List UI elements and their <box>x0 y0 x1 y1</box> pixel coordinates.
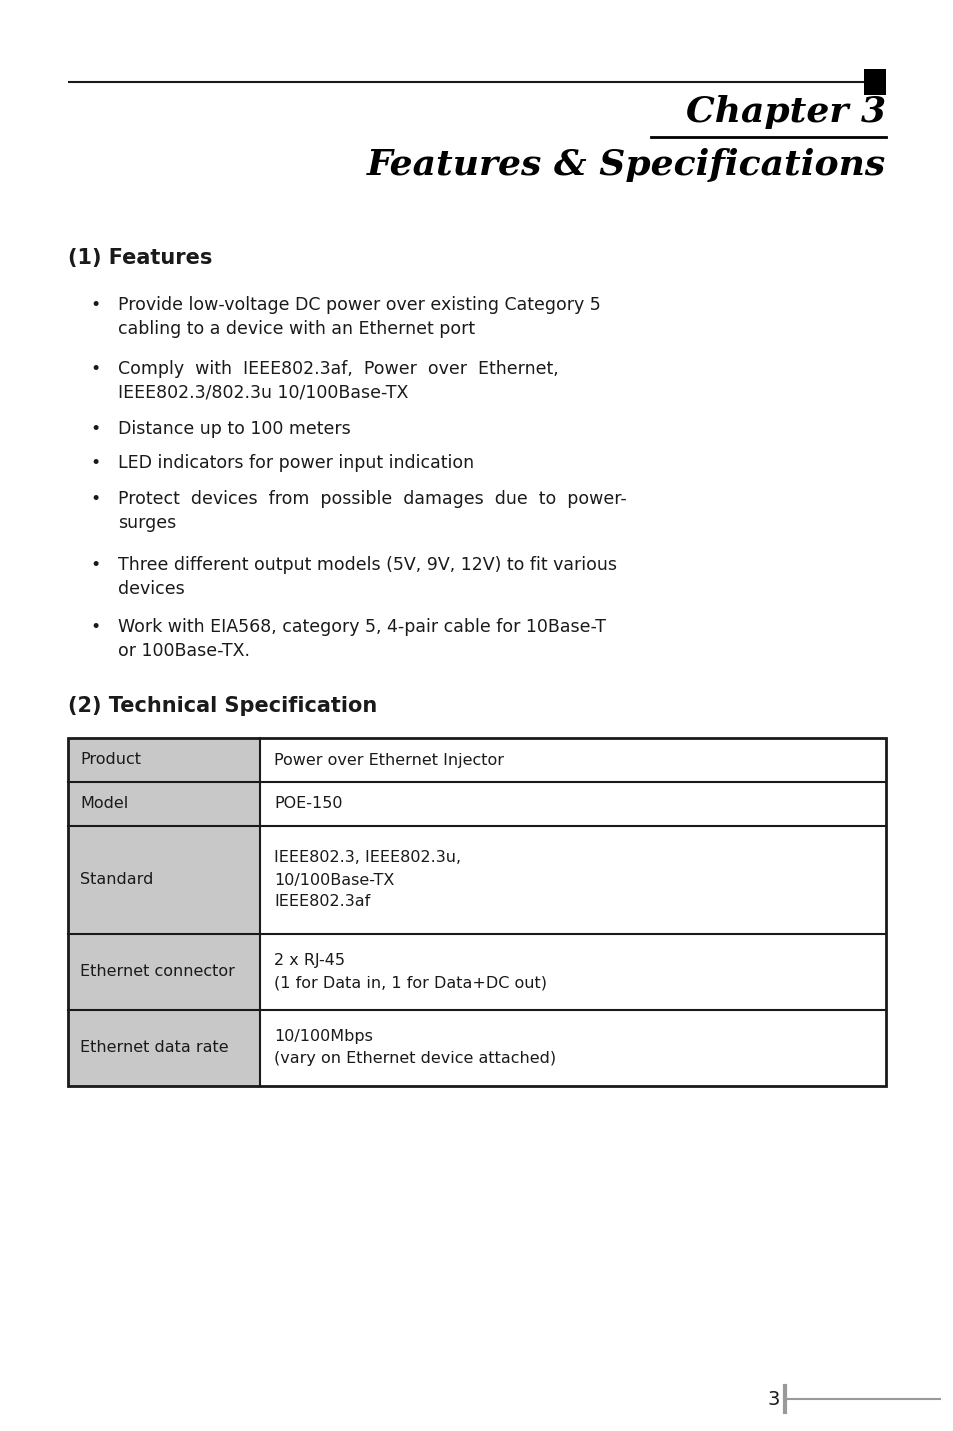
Text: Standard: Standard <box>80 873 153 887</box>
Text: Comply  with  IEEE802.3af,  Power  over  Ethernet,
IEEE802.3/802.3u 10/100Base-T: Comply with IEEE802.3af, Power over Ethe… <box>118 361 558 402</box>
Text: Protect  devices  from  possible  damages  due  to  power-
surges: Protect devices from possible damages du… <box>118 489 626 531</box>
Text: •: • <box>91 421 101 438</box>
Text: •: • <box>91 489 101 508</box>
Text: LED indicators for power input indication: LED indicators for power input indicatio… <box>118 454 474 472</box>
Bar <box>68 934 260 1010</box>
Bar <box>260 738 885 781</box>
Text: •: • <box>91 296 101 313</box>
Bar <box>68 738 260 781</box>
Text: 10/100Mbps: 10/100Mbps <box>274 1029 373 1045</box>
Text: Ethernet data rate: Ethernet data rate <box>80 1040 229 1056</box>
Text: IEEE802.3, IEEE802.3u,: IEEE802.3, IEEE802.3u, <box>274 850 460 866</box>
Text: POE-150: POE-150 <box>274 797 342 811</box>
Text: Distance up to 100 meters: Distance up to 100 meters <box>118 421 351 438</box>
Bar <box>863 69 885 94</box>
Text: Features & Specifications: Features & Specifications <box>366 147 885 182</box>
Bar <box>68 781 260 826</box>
Bar <box>260 1010 885 1086</box>
Text: Chapter 3: Chapter 3 <box>685 94 885 129</box>
Text: Model: Model <box>80 797 128 811</box>
Text: Product: Product <box>80 753 141 767</box>
Bar <box>68 1010 260 1086</box>
Text: Three different output models (5V, 9V, 12V) to fit various
devices: Three different output models (5V, 9V, 1… <box>118 557 617 598</box>
Text: Ethernet connector: Ethernet connector <box>80 964 234 979</box>
Text: 10/100Base-TX: 10/100Base-TX <box>274 873 394 887</box>
Text: 2 x RJ-45: 2 x RJ-45 <box>274 953 345 969</box>
Bar <box>260 934 885 1010</box>
Text: 3: 3 <box>767 1390 780 1410</box>
Bar <box>68 738 885 1086</box>
Text: Work with EIA568, category 5, 4-pair cable for 10Base-T
or 100Base-TX.: Work with EIA568, category 5, 4-pair cab… <box>118 618 605 660</box>
Text: IEEE802.3af: IEEE802.3af <box>274 894 370 910</box>
Text: Power over Ethernet Injector: Power over Ethernet Injector <box>274 753 503 767</box>
Bar <box>68 826 260 934</box>
Bar <box>260 826 885 934</box>
Bar <box>260 781 885 826</box>
Text: •: • <box>91 557 101 574</box>
Text: (1 for Data in, 1 for Data+DC out): (1 for Data in, 1 for Data+DC out) <box>274 976 546 990</box>
Text: (vary on Ethernet device attached): (vary on Ethernet device attached) <box>274 1052 556 1066</box>
Text: Provide low-voltage DC power over existing Category 5
cabling to a device with a: Provide low-voltage DC power over existi… <box>118 296 600 338</box>
Text: •: • <box>91 361 101 378</box>
Text: •: • <box>91 618 101 635</box>
Text: (2) Technical Specification: (2) Technical Specification <box>68 695 376 716</box>
Text: •: • <box>91 454 101 472</box>
Text: (1) Features: (1) Features <box>68 248 213 268</box>
